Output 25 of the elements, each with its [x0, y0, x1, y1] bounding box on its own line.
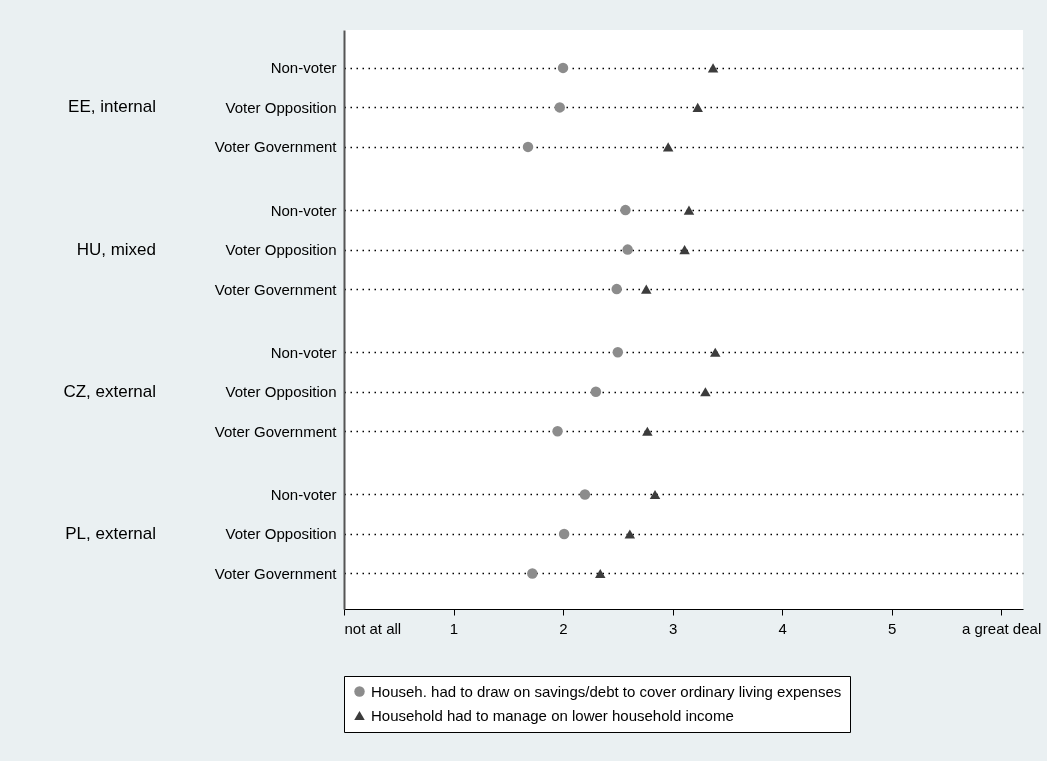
- x-tick-label: a great deal: [961, 619, 1042, 637]
- legend-label: Household had to manage on lower household income: [371, 706, 734, 724]
- x-tick-label: 3: [668, 619, 678, 637]
- y-tick-label: Voter Opposition: [225, 98, 337, 116]
- y-tick-label: Voter Opposition: [225, 241, 337, 259]
- y-tick-label: Non-voter: [270, 343, 337, 361]
- x-tick-label: 5: [887, 619, 897, 637]
- y-tick-label: Voter Government: [214, 422, 338, 440]
- legend-label: Househ. had to draw on savings/debt to cover ordinary living expenses: [371, 682, 842, 700]
- y-tick-label: Non-voter: [270, 485, 337, 503]
- text: CZ, external: [63, 381, 156, 401]
- y-tick-label: Voter Government: [214, 280, 338, 298]
- y-tick-label: Voter Government: [214, 138, 338, 156]
- y-tick-label: Voter Opposition: [225, 383, 337, 401]
- y-tick-label: Non-voter: [270, 59, 337, 77]
- text: EE, internal: [68, 97, 156, 117]
- y-tick-label: Non-voter: [270, 201, 337, 219]
- x-tick-label: 2: [559, 619, 568, 637]
- text: PL, external: [65, 523, 156, 543]
- y-tick-label: Voter Opposition: [225, 525, 337, 543]
- x-tick-label: not at all: [344, 619, 402, 637]
- x-tick-label: 1: [449, 619, 459, 637]
- x-tick-label: 4: [778, 619, 787, 637]
- y-tick-label: Voter Government: [214, 564, 338, 582]
- text: HU, mixed: [76, 239, 156, 259]
